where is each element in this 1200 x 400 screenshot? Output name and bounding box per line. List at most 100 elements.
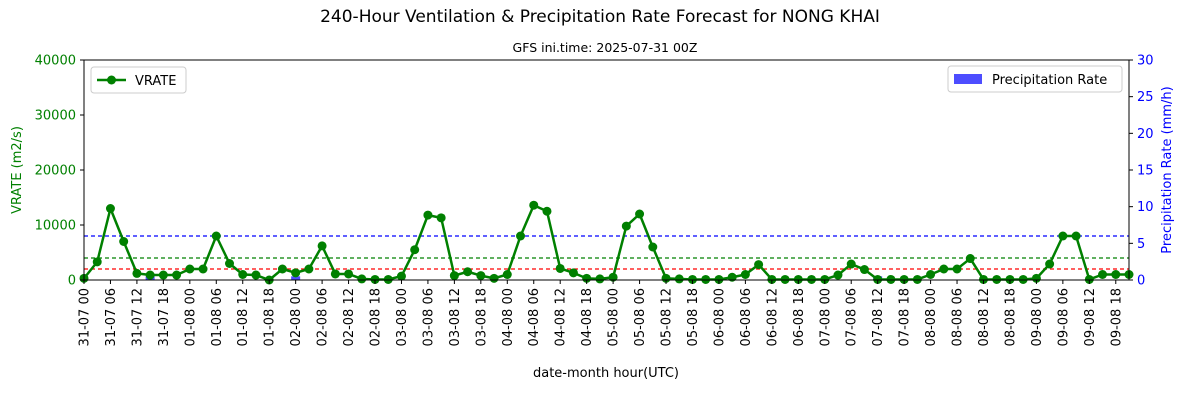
vrate-point (1005, 274, 1015, 284)
vrate-point (1058, 231, 1068, 241)
vrate-point (542, 206, 552, 216)
vrate-point (635, 209, 645, 219)
legend-vrate-box (90, 66, 187, 94)
right-y-tick-label: 25 (1137, 90, 1154, 105)
vrate-point (463, 267, 473, 277)
legend-vrate-marker (107, 75, 116, 85)
reference-lines (84, 235, 1129, 270)
vrate-point (1018, 274, 1028, 284)
precipitation-bar (291, 276, 301, 280)
vrate-point (846, 259, 856, 269)
vrate-point (1031, 273, 1041, 283)
x-tick-label: 31-07 06 (104, 288, 119, 346)
x-tick-label: 06-08 18 (792, 288, 807, 346)
vrate-point (568, 268, 578, 278)
vrate-point (449, 271, 459, 281)
vrate-point (820, 274, 830, 284)
x-tick-label: 02-08 00 (289, 288, 304, 346)
x-tick-label: 04-08 12 (554, 288, 569, 346)
x-tick-label: 05-08 00 (607, 288, 622, 346)
x-tick-label: 08-08 06 (951, 288, 966, 346)
vrate-point (105, 204, 115, 213)
vrate-point (793, 274, 803, 284)
vrate-point (291, 268, 301, 278)
x-tick-label: 31-07 12 (130, 288, 145, 346)
vrate-point (132, 268, 142, 278)
x-axis-label: date-month hour(UTC) (533, 366, 679, 381)
vrate-point (833, 270, 843, 280)
right-y-tick-label: 30 (1137, 54, 1154, 69)
x-tick-label: 01-08 06 (210, 288, 225, 346)
legend-precipitation-swatch (954, 74, 982, 84)
x-tick-label: 06-08 06 (739, 288, 754, 346)
vrate-point (172, 270, 182, 280)
vrate-point (238, 270, 248, 279)
vrate-point (370, 274, 380, 284)
x-tick-label: 04-08 06 (527, 288, 542, 346)
vrate-point (119, 237, 129, 246)
vrate-point (185, 264, 195, 274)
vrate-point (978, 274, 988, 284)
x-tick-label: 05-08 18 (686, 288, 701, 346)
vrate-point (1084, 274, 1094, 284)
left-y-tick-label: 40000 (35, 54, 76, 69)
x-tick-label: 03-08 00 (395, 288, 410, 346)
vrate-point (595, 274, 605, 284)
vrate-point (516, 231, 526, 241)
vrate-point (965, 254, 975, 264)
vrate-point (158, 270, 168, 280)
left-y-tick-label: 10000 (35, 219, 76, 234)
vrate-point (701, 274, 711, 284)
vrate-point (859, 265, 869, 275)
legend-precipitation-label: Precipitation Rate (992, 73, 1107, 88)
vrate-point (92, 257, 102, 267)
x-tick-label: 04-08 00 (501, 288, 516, 346)
x-tick-label: 31-07 00 (78, 288, 93, 346)
vrate-point (780, 274, 790, 284)
chart-subtitle: GFS ini.time: 2025-07-31 00Z (513, 40, 698, 55)
vrate-point (648, 242, 658, 252)
vrate-point (211, 231, 221, 241)
legend-precipitation-box (947, 65, 1123, 93)
x-tick-label: 03-08 12 (448, 288, 463, 346)
left-y-tick-label: 20000 (35, 164, 76, 179)
right-y-tick-label: 10 (1137, 200, 1154, 215)
legend-precipitation: Precipitation Rate (947, 65, 1123, 93)
x-tick-label: 04-08 18 (580, 288, 595, 346)
vrate-point (423, 210, 433, 220)
left-y-axis: 0 10000 20000 30000 40000 (35, 54, 84, 289)
vrate-point (410, 245, 420, 255)
vrate-point (1098, 270, 1108, 279)
vrate-point (145, 270, 155, 280)
vrate-point (357, 274, 367, 284)
vrate-point (225, 259, 235, 268)
x-tick-label: 03-08 06 (421, 288, 436, 346)
right-y-tick-label: 15 (1137, 164, 1154, 179)
vrate-point (767, 274, 777, 284)
right-y-tick-label: 0 (1137, 274, 1145, 289)
right-y-tick-label: 5 (1137, 237, 1145, 252)
vrate-point (582, 273, 592, 283)
vrate-point (1111, 270, 1121, 279)
x-tick-label: 02-08 06 (316, 288, 331, 346)
right-y-axis-label: Precipitation Rate (mm/h) (1160, 86, 1175, 253)
x-tick-label: 05-08 12 (660, 288, 675, 346)
vrate-point (1045, 259, 1055, 269)
right-y-axis: 0 5 10 15 20 25 30 (1129, 54, 1154, 289)
x-tick-label: 03-08 18 (474, 288, 489, 346)
x-tick-label: 02-08 18 (369, 288, 384, 346)
vrate-point (886, 274, 896, 284)
x-tick-label: 01-08 00 (183, 288, 198, 346)
vrate-point (555, 263, 565, 273)
vrate-point (939, 264, 949, 274)
vrate-point (277, 264, 287, 274)
x-tick-label: 09-08 06 (1056, 288, 1071, 346)
vrate-point (873, 274, 883, 284)
x-tick-label: 06-08 00 (712, 288, 727, 346)
vrate-point (952, 264, 962, 274)
x-tick-label: 08-08 18 (1003, 288, 1018, 346)
vrate-point (529, 200, 539, 210)
vrate-point (926, 270, 936, 279)
legend-vrate: VRATE (90, 66, 187, 94)
